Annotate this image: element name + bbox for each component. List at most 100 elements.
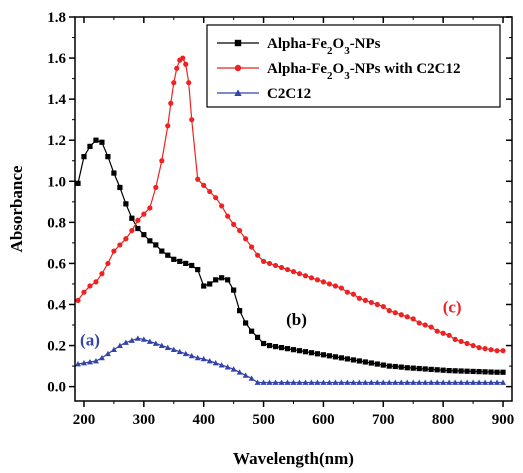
x-tick-label: 300 — [133, 412, 156, 428]
data-point — [165, 123, 171, 129]
data-point — [470, 368, 476, 375]
data-point — [134, 335, 141, 341]
series-3 — [75, 335, 507, 385]
data-point — [80, 360, 87, 366]
data-point — [398, 379, 405, 385]
data-point — [302, 349, 309, 355]
data-point — [476, 369, 482, 375]
curve-annotation: (a) — [80, 331, 100, 350]
data-point — [482, 369, 488, 375]
x-axis-label: Wavelength(nm) — [233, 449, 354, 468]
data-point — [231, 287, 237, 293]
data-point — [350, 379, 357, 385]
annotations: (a) (b) (c) — [80, 298, 462, 350]
legend-label: C2C12 — [267, 86, 311, 102]
data-point — [243, 236, 249, 242]
data-point — [392, 310, 398, 316]
y-tick-label: 0.2 — [47, 339, 66, 355]
data-point — [218, 362, 225, 368]
data-point — [320, 379, 327, 385]
curve-annotation: (b) — [286, 310, 307, 329]
data-point — [104, 350, 111, 357]
data-point — [326, 281, 333, 287]
data-point — [440, 367, 446, 373]
data-point — [170, 346, 177, 353]
data-point — [428, 379, 435, 385]
y-tick-label: 1.6 — [47, 51, 66, 67]
data-point — [374, 301, 380, 308]
data-point — [123, 236, 129, 242]
data-point — [404, 365, 410, 371]
data-point — [87, 143, 93, 149]
data-point — [452, 368, 458, 374]
data-point — [350, 357, 356, 363]
data-point — [386, 363, 392, 369]
data-point — [93, 279, 99, 285]
data-point — [266, 260, 273, 267]
data-point — [500, 369, 506, 375]
y-tick-label: 1.2 — [47, 133, 66, 149]
data-point — [452, 336, 458, 342]
data-point — [392, 363, 398, 370]
data-point — [284, 346, 291, 352]
data-point — [332, 379, 339, 385]
data-point — [212, 360, 219, 366]
data-point — [237, 308, 243, 314]
data-point — [171, 256, 177, 262]
data-point — [446, 368, 452, 374]
data-point — [326, 379, 333, 385]
data-point — [260, 340, 267, 347]
data-point — [470, 379, 477, 385]
data-point — [182, 350, 189, 357]
data-point — [290, 347, 297, 353]
data-point — [177, 258, 183, 264]
data-point — [98, 354, 105, 361]
data-point — [254, 334, 261, 340]
data-point — [117, 184, 123, 191]
data-point — [99, 139, 105, 145]
data-point — [213, 277, 219, 283]
data-point — [194, 354, 201, 361]
data-point — [278, 264, 285, 271]
data-point — [338, 379, 345, 385]
data-point — [153, 184, 159, 191]
data-point — [386, 308, 392, 314]
data-point — [278, 345, 285, 351]
data-point — [116, 342, 123, 348]
data-point — [416, 379, 423, 385]
data-point — [476, 345, 482, 351]
data-point — [123, 201, 129, 207]
data-point — [452, 379, 459, 385]
data-point — [386, 379, 393, 385]
data-point — [110, 346, 117, 353]
series-line — [77, 337, 503, 384]
data-point — [284, 379, 291, 385]
data-point — [494, 348, 500, 354]
data-point — [207, 188, 213, 195]
data-point — [434, 367, 440, 373]
data-point — [266, 342, 273, 349]
data-point — [302, 379, 309, 385]
data-point — [146, 338, 153, 344]
data-point — [344, 289, 350, 295]
data-point — [308, 379, 315, 385]
data-point — [164, 344, 171, 351]
data-point — [176, 348, 183, 355]
data-point — [356, 358, 362, 364]
data-point — [158, 342, 165, 348]
data-point — [410, 379, 417, 385]
data-point — [122, 339, 129, 345]
curve-annotation: (c) — [443, 298, 462, 317]
data-point — [75, 297, 81, 303]
data-point — [308, 350, 315, 356]
data-point — [129, 227, 135, 234]
data-point — [362, 297, 368, 303]
x-tick-label: 900 — [492, 412, 515, 428]
data-point — [174, 65, 180, 71]
data-point — [428, 366, 434, 372]
data-point — [350, 291, 356, 297]
data-point — [296, 271, 303, 277]
series-layer — [75, 55, 507, 385]
data-point — [135, 217, 141, 223]
data-point — [81, 289, 87, 295]
